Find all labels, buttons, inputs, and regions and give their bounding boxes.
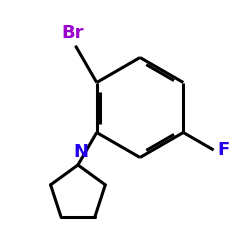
Text: Br: Br (62, 24, 84, 42)
Text: N: N (73, 143, 88, 161)
Text: F: F (217, 141, 230, 159)
